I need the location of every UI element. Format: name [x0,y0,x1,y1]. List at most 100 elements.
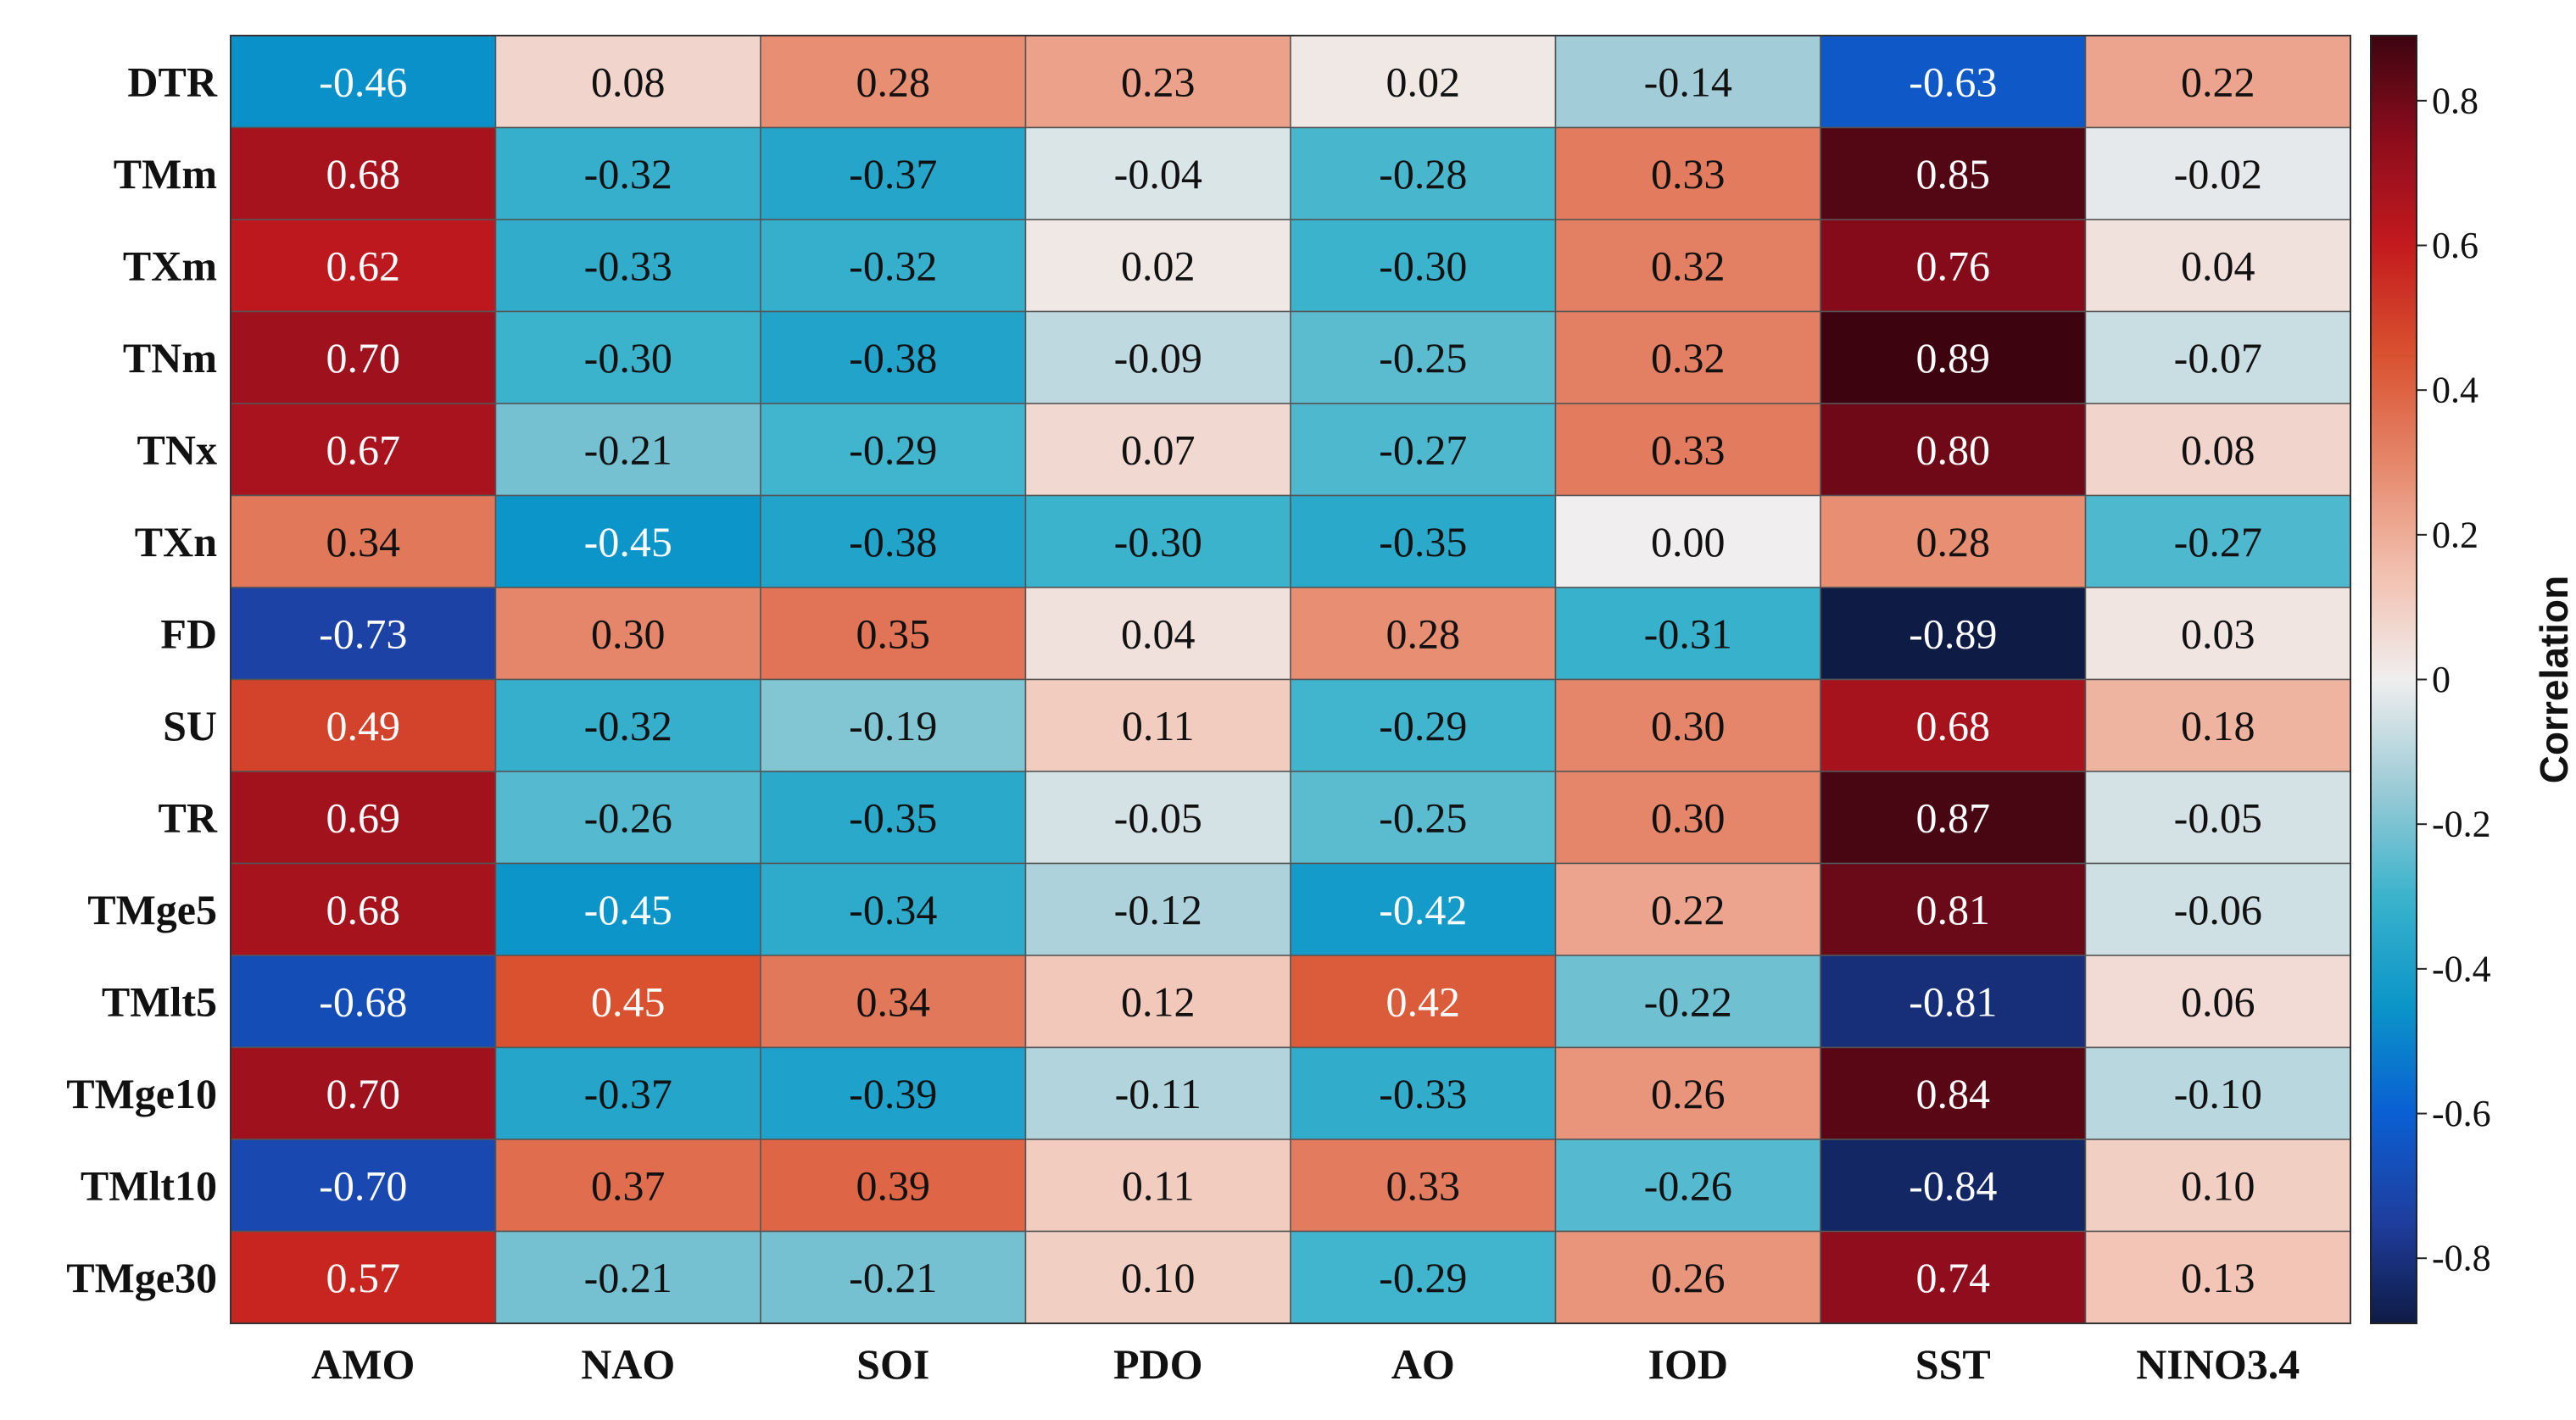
cell-value-label: 0.22 [2181,58,2255,105]
heatmap-cell-TNx-NINO3.4 [2084,403,2351,497]
colorbar-title: Correlation [2532,576,2576,783]
cell-value-label: 0.69 [326,794,401,841]
heatmap-cell-TMge5-PDO [1024,862,1291,956]
colorbar-tick-label: 0 [2432,659,2451,700]
row-label-TR: TR [159,794,218,841]
heatmap-cell-TNm-SST [1820,310,2087,404]
heatmap-cell-TMge10-AMO [230,1046,497,1140]
colorbar-gradient [2370,35,2417,1324]
cell-value-label: 0.04 [2181,242,2255,289]
cell-value-label: -0.38 [849,518,937,565]
heatmap-cell-DTR-AMO [230,35,497,129]
heatmap-cell-TMlt10-SST [1820,1139,2087,1233]
heatmap-cell-TXm-SST [1820,219,2087,313]
row-label-TMlt5: TMlt5 [102,977,217,1025]
heatmap-cell-SU-SOI [760,678,1027,772]
cell-value-label: 0.87 [1916,794,1991,841]
cell-value-label: -0.32 [584,150,672,198]
cell-value-label: -0.70 [319,1161,407,1209]
heatmap-cell-DTR-NAO [494,35,761,129]
cell-value-label: 0.33 [1651,150,1726,198]
cell-value-label: 0.08 [2181,426,2255,473]
row-label-TMlt10: TMlt10 [81,1161,217,1209]
colorbar-ticks: 0.8 0.6 0.4 0.2 0 -0.2 -0.4 -0.6 -0.8 [2417,80,2491,1279]
cell-value-label: -0.22 [1644,977,1732,1025]
cell-value-label: 0.42 [1386,977,1461,1025]
cell-value-label: -0.21 [849,1254,937,1301]
cell-value-label: -0.29 [1379,1254,1467,1301]
cell-value-label: 0.18 [2181,702,2255,749]
cell-value-label: 0.70 [326,334,401,381]
cell-value-label: -0.33 [1379,1070,1467,1117]
cell-value-label: -0.89 [1909,610,1997,657]
heatmap-cell-TXm-SOI [760,219,1027,313]
cell-value-label: -0.46 [319,58,407,105]
heatmap-cell-TR-NINO3.4 [2084,771,2351,865]
heatmap-cell-TNx-SST [1820,403,2087,497]
heatmap-cell-FD-SST [1820,587,2087,681]
heatmap-cell-FD-NINO3.4 [2084,587,2351,681]
heatmap-cell-TXm-PDO [1024,219,1291,313]
cell-value-label: -0.37 [849,150,937,198]
cell-value-label: -0.31 [1644,610,1732,657]
heatmap-cell-TXn-NAO [494,494,761,588]
cell-value-label: -0.25 [1379,334,1467,381]
cell-value-label: 0.28 [1916,518,1991,565]
cell-value-label: -0.05 [1114,794,1202,841]
heatmap-cell-TMge30-SOI [760,1230,1027,1324]
heatmap-cell-DTR-PDO [1024,35,1291,129]
row-label-SU: SU [163,702,217,749]
cell-value-label: -0.68 [319,977,407,1025]
heatmap-cell-TMge5-NAO [494,862,761,956]
cell-value-label: -0.02 [2174,150,2262,198]
heatmap-cell-DTR-IOD [1554,35,1821,129]
heatmap-cell-FD-SOI [760,587,1027,681]
cell-value-label: -0.34 [849,886,937,933]
cell-value-label: 0.11 [1122,702,1195,749]
cell-value-label: 0.30 [1651,794,1726,841]
heatmap-cell-TXm-AO [1290,219,1557,313]
heatmap-cell-TMge30-AMO [230,1230,497,1324]
heatmap-cell-TMlt5-PDO [1024,955,1291,1049]
colorbar: 0.8 0.6 0.4 0.2 0 -0.2 -0.4 -0.6 -0.8 Correlatio… [2370,35,2576,1324]
heatmap-cell-TXm-AMO [230,219,497,313]
row-label-TMge5: TMge5 [87,886,217,933]
heatmap-cell-SU-AO [1290,678,1557,772]
cell-value-label: 0.06 [2181,977,2255,1025]
heatmap-cell-DTR-AO [1290,35,1557,129]
cell-value-label: 0.32 [1651,334,1726,381]
cell-value-label: 0.10 [1121,1254,1196,1301]
colorbar-tick-label: 0.6 [2432,225,2478,266]
row-label-TXm: TXm [123,242,217,289]
cell-value-label: 0.28 [856,58,931,105]
row-label-DTR: DTR [127,58,217,105]
heatmap-cell-TMm-SST [1820,126,2087,220]
cell-value-label: 0.07 [1121,426,1196,473]
cell-value-label: 0.74 [1916,1254,1991,1301]
heatmap-cell-TMge5-AO [1290,862,1557,956]
heatmap-cell-TMge10-SST [1820,1046,2087,1140]
column-label-AO: AO [1391,1340,1455,1388]
cell-value-label: 0.57 [326,1254,401,1301]
heatmap-cell-TMge5-SST [1820,862,2087,956]
cell-value-label: -0.63 [1909,58,1997,105]
cell-value-label: 0.34 [326,518,401,565]
row-label-TNx: TNx [137,426,217,473]
heatmap-cell-TMlt10-PDO [1024,1139,1291,1233]
column-label-AMO: AMO [311,1340,415,1388]
heatmap-cell-TMlt10-SOI [760,1139,1027,1233]
cell-value-label: -0.35 [1379,518,1467,565]
heatmap-cell-TMlt5-IOD [1554,955,1821,1049]
cell-value-label: -0.06 [2174,886,2262,933]
heatmap-cell-TNx-PDO [1024,403,1291,497]
cell-value-label: -0.32 [584,702,672,749]
cell-value-label: 0.39 [856,1161,931,1209]
cell-value-label: 0.85 [1916,150,1991,198]
heatmap-cell-TXn-NINO3.4 [2084,494,2351,588]
heatmap-cells: -0.46 0.08 0.28 0.23 0.02 -0.14 -0.63 0.22 0.68 -… [230,35,2351,1324]
colorbar-tick-label: -0.2 [2432,804,2491,845]
heatmap-cell-TMge30-NAO [494,1230,761,1324]
cell-value-label: 0.08 [591,58,666,105]
heatmap-cell-TNm-SOI [760,310,1027,404]
heatmap-cell-TR-NAO [494,771,761,865]
